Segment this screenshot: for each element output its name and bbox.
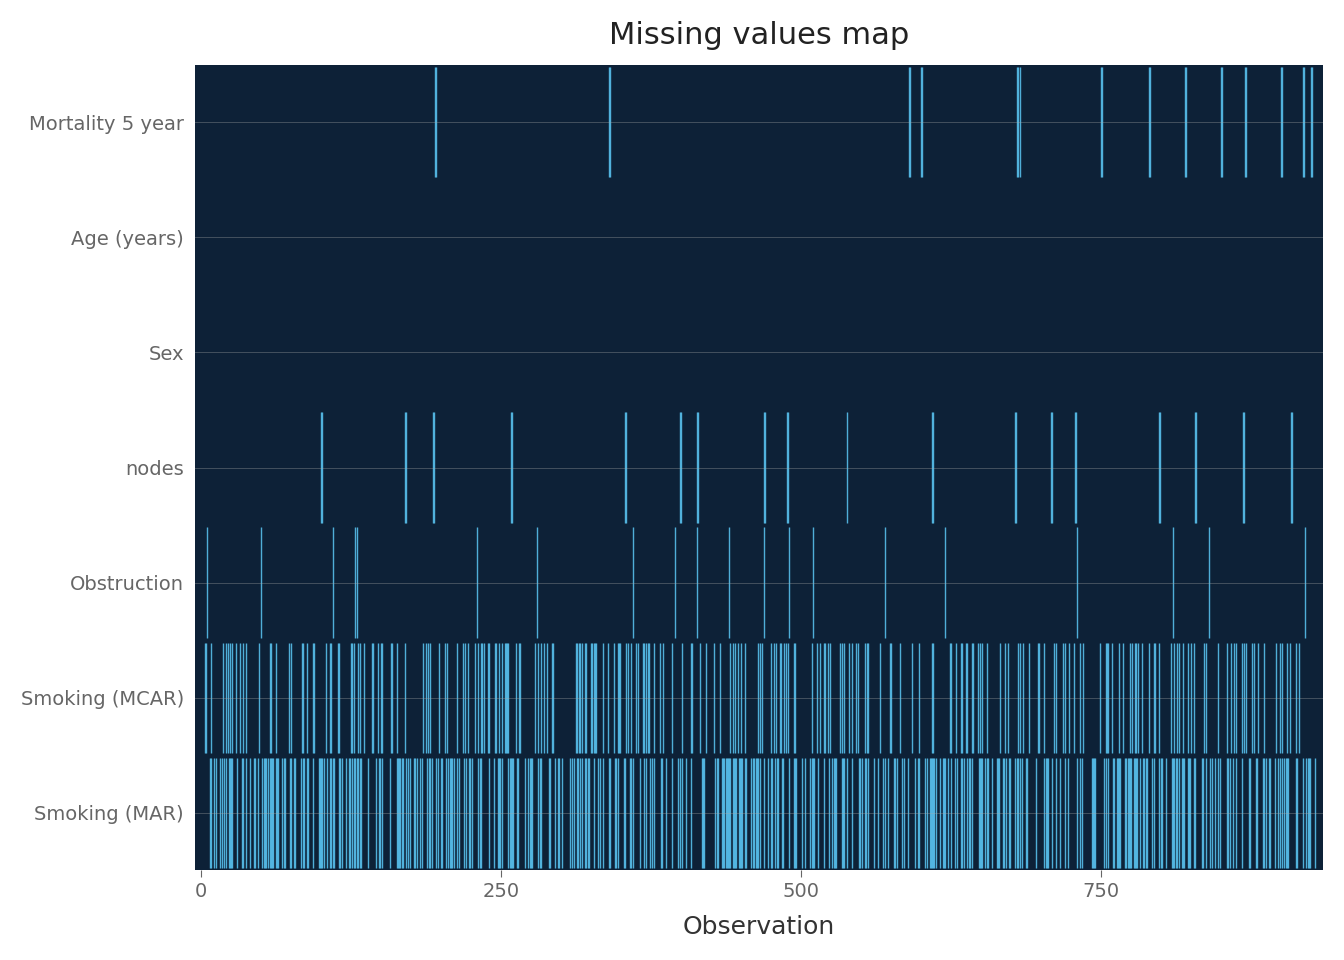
X-axis label: Observation: Observation	[683, 915, 836, 939]
Title: Missing values map: Missing values map	[609, 21, 910, 50]
